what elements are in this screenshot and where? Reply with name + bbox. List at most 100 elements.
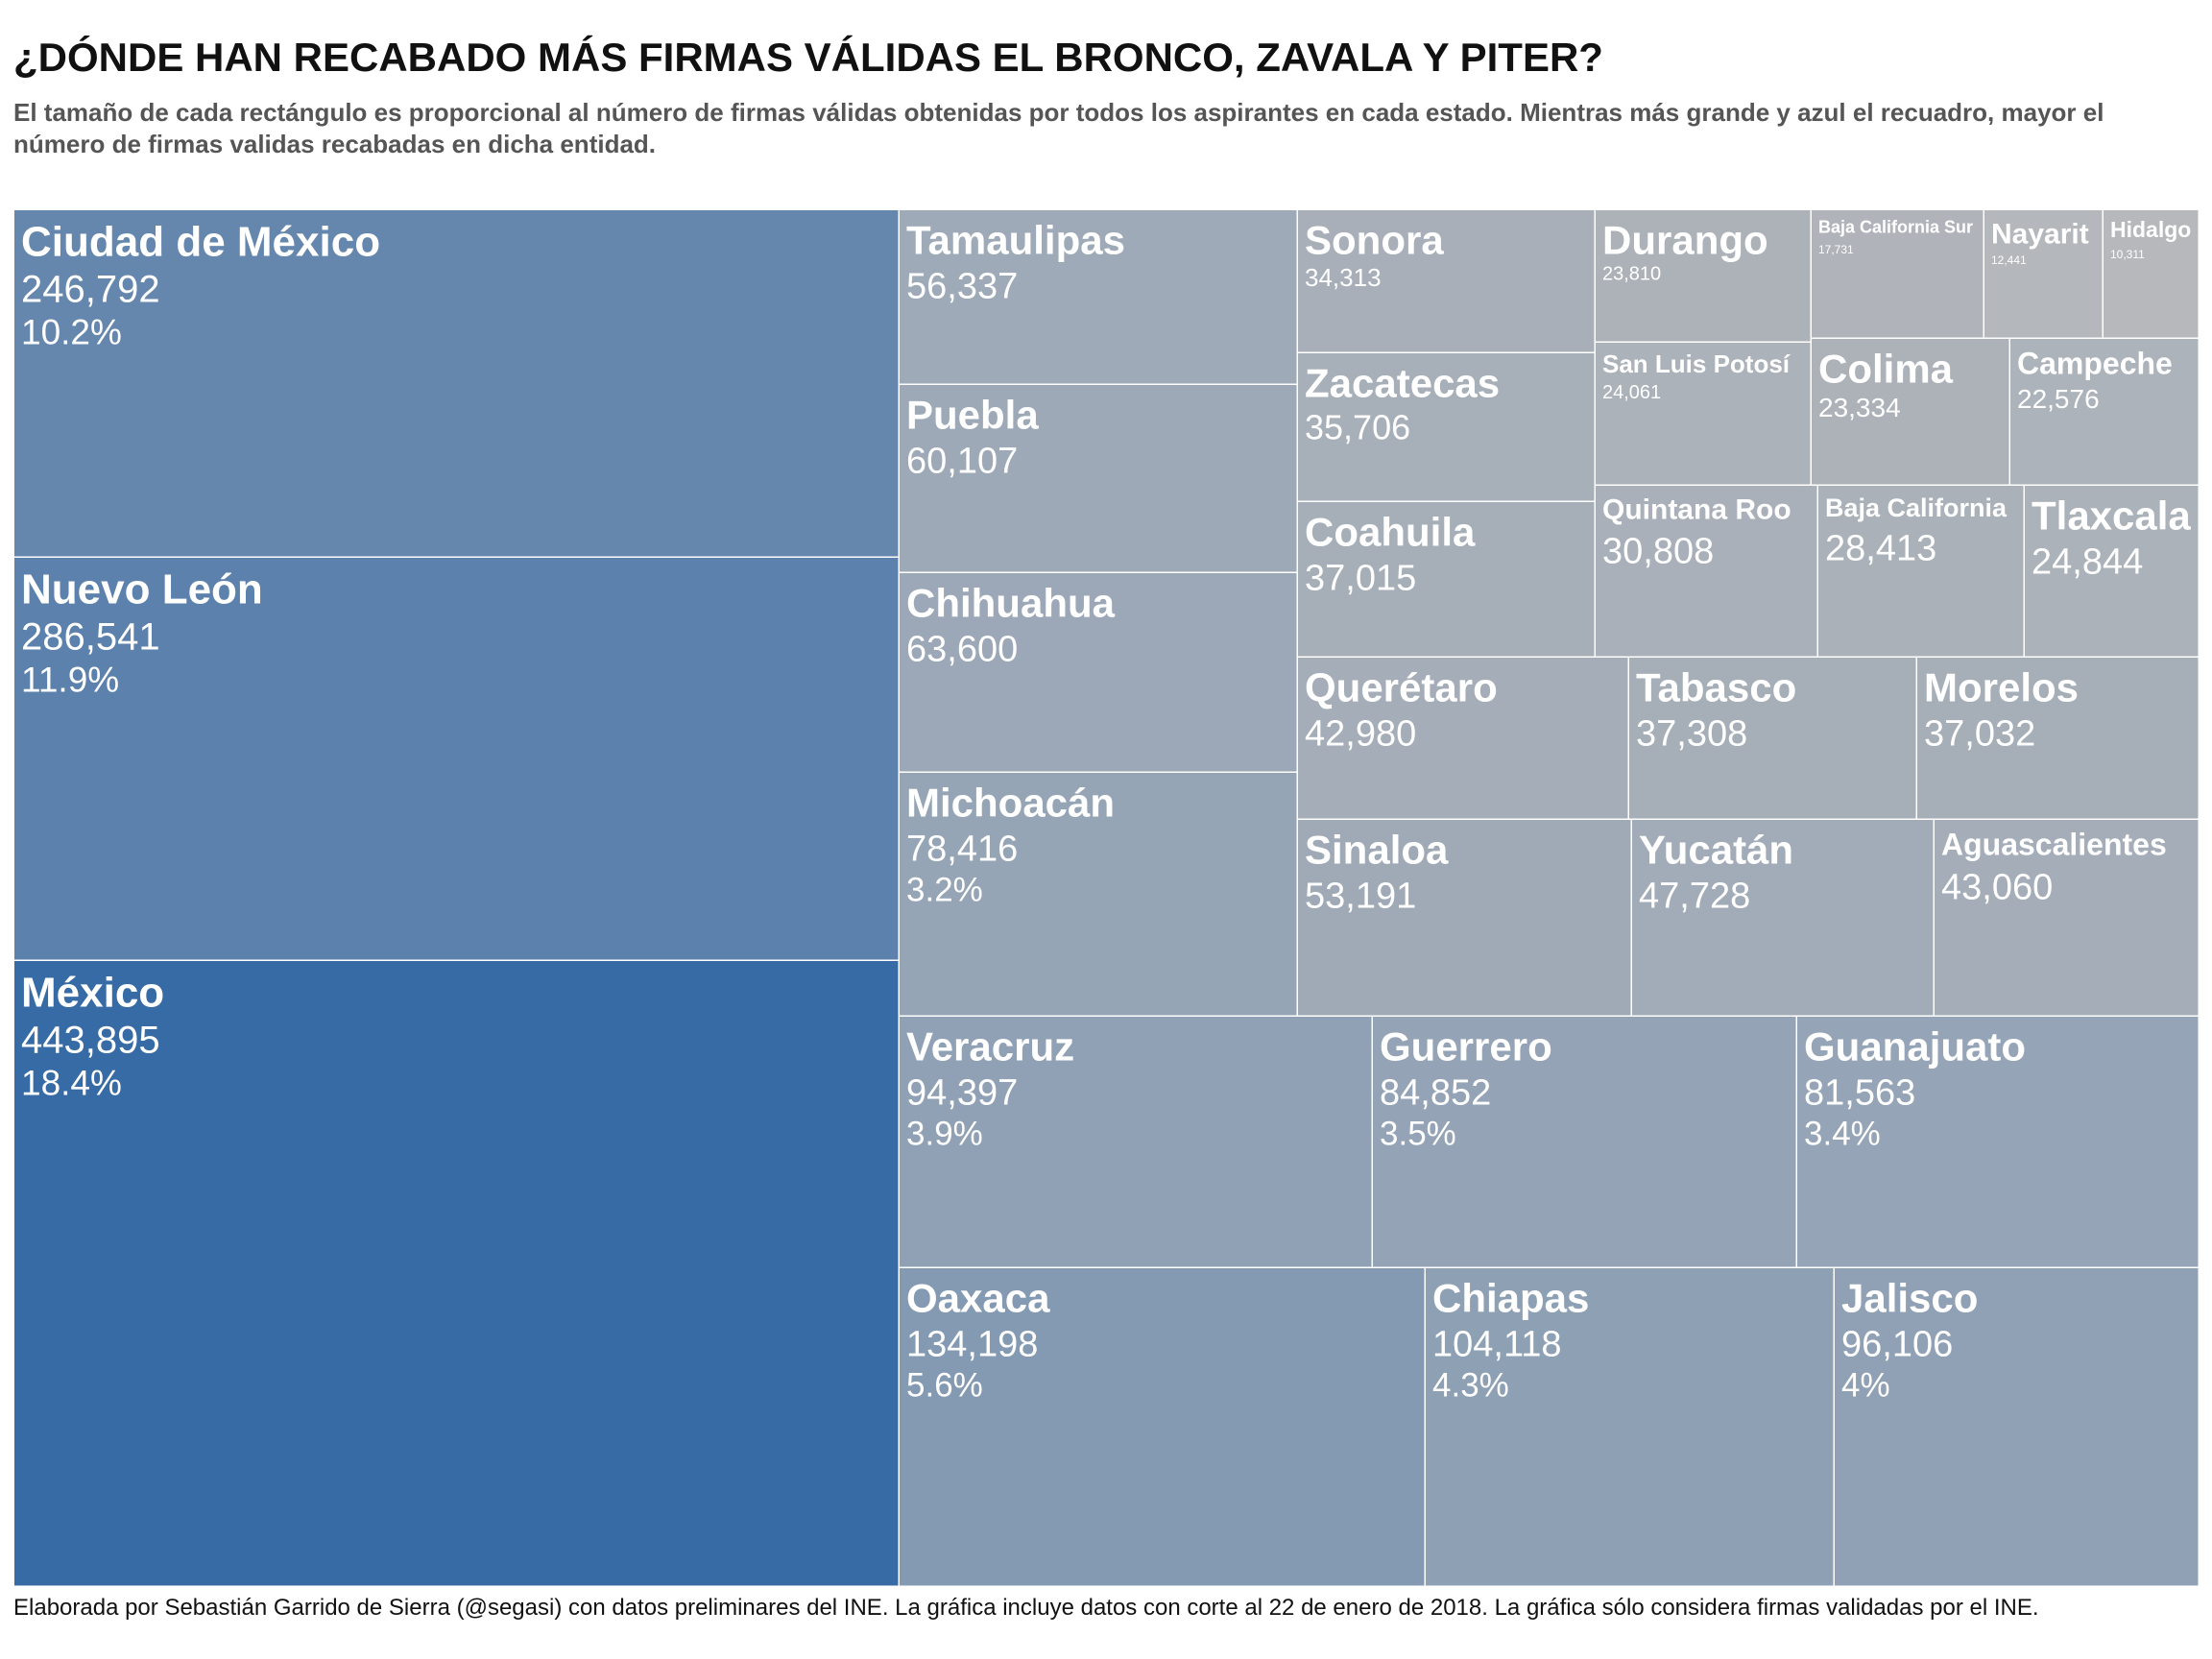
treemap-rect-nuevo-leon (12, 556, 900, 961)
treemap-rect-sonora (1296, 208, 1596, 353)
treemap-label-value: 23,810 (1602, 264, 1661, 285)
treemap-label-name: Morelos (1924, 665, 2079, 710)
treemap-label-name: Michoacán (906, 781, 1115, 826)
treemap-label-name: Tlaxcala (2032, 493, 2191, 539)
treemap-label-value: 246,792 (21, 268, 160, 310)
treemap-rect-zacatecas (1296, 351, 1596, 502)
treemap-label-name: Oaxaca (906, 1276, 1050, 1321)
treemap-rect-yucatan (1630, 818, 1935, 1017)
treemap-label-value: 104,118 (1432, 1325, 1562, 1365)
treemap-rect-jalisco (1833, 1266, 2200, 1587)
treemap-label-value: 28,413 (1825, 529, 1936, 569)
treemap-cell-aguascalientes: Aguascalientes 43,060 (1933, 818, 2200, 1017)
treemap-label-value: 22,576 (2017, 384, 2100, 414)
treemap-rect-colima (1810, 337, 2010, 486)
treemap-label-name: Sonora (1305, 218, 1444, 263)
treemap-cell-quintana-roo: Quintana Roo 30,808 (1594, 484, 1818, 658)
treemap-rect-oaxaca (898, 1266, 1426, 1587)
treemap-label-value: 23,334 (1818, 393, 1901, 422)
treemap-rect-hidalgo (2102, 208, 2200, 339)
treemap-rect-morelos (1915, 656, 2200, 820)
treemap-rect-guanajuato (1795, 1015, 2200, 1268)
treemap-label-name: Baja California Sur (1818, 218, 1973, 237)
treemap-rect-sinaloa (1296, 818, 1632, 1017)
treemap-rect-durango (1594, 208, 1812, 343)
treemap-label-value: 84,852 (1380, 1073, 1491, 1114)
treemap-label-value: 37,015 (1305, 559, 1416, 599)
treemap-label-pct: 3.5% (1380, 1115, 1456, 1152)
treemap-cell-san-luis-potosi: San Luis Potosí 24,061 (1594, 341, 1812, 486)
treemap-label-name: Guanajuato (1804, 1024, 2026, 1070)
treemap-label-name: Querétaro (1305, 665, 1498, 710)
treemap-cell-campeche: Campeche 22,576 (2008, 337, 2200, 486)
treemap-label-value: 47,728 (1639, 877, 1750, 917)
treemap-label-value: 63,600 (906, 630, 1018, 670)
treemap-label-value: 94,397 (906, 1073, 1018, 1114)
treemap-cell-baja-california-sur: Baja California Sur 17,731 (1810, 208, 1984, 339)
treemap-label-value: 34,313 (1305, 263, 1382, 292)
treemap-label-value: 12,441 (1991, 253, 2027, 267)
treemap-label-value: 81,563 (1804, 1073, 1915, 1114)
treemap-label-name: Yucatán (1639, 828, 1793, 873)
treemap-label-pct: 10.2% (21, 312, 122, 351)
treemap-label-name: San Luis Potosí (1602, 349, 1791, 378)
treemap-rect-guerrero (1371, 1015, 1797, 1268)
treemap-label-name: Colima (1818, 347, 1954, 392)
treemap-label-value: 78,416 (906, 830, 1018, 870)
treemap-label-name: Tamaulipas (906, 218, 1125, 263)
treemap-rect-tamaulipas (898, 208, 1298, 385)
treemap-label-name: Veracruz (906, 1024, 1074, 1070)
treemap-label-value: 286,541 (21, 615, 160, 658)
treemap-cell-nayarit: Nayarit 12,441 (1983, 208, 2104, 339)
treemap-label-name: Puebla (906, 393, 1039, 438)
treemap-label-name: Durango (1602, 218, 1768, 263)
treemap-label-pct: 3.2% (906, 871, 983, 908)
chart-caption: Elaborada por Sebastián Garrido de Sierr… (13, 1595, 2039, 1621)
treemap-rect-baja-california (1816, 484, 2025, 658)
treemap-label-name: Chiapas (1432, 1276, 1589, 1321)
treemap-label-name: Sinaloa (1305, 828, 1449, 873)
treemap-label-value: 134,198 (906, 1325, 1038, 1365)
treemap-rect-chiapas (1424, 1266, 1835, 1587)
treemap-rect-nayarit (1983, 208, 2104, 339)
treemap-label-pct: 5.6% (906, 1366, 983, 1404)
treemap-label-name: Tabasco (1636, 665, 1796, 710)
treemap-label-value: 443,895 (21, 1019, 160, 1061)
treemap-label-name: Ciudad de México (21, 218, 380, 265)
treemap-rect-tlaxcala (2023, 484, 2200, 658)
treemap-label-value: 42,980 (1305, 714, 1416, 755)
treemap-label-value: 17,731 (1818, 243, 1854, 256)
treemap-label-name: Baja California (1825, 493, 2008, 522)
treemap-label-pct: 18.4% (21, 1063, 122, 1102)
treemap-label-value: 24,061 (1602, 382, 1661, 403)
treemap-rect-campeche (2008, 337, 2200, 486)
treemap-label-name: Nuevo León (21, 565, 263, 613)
treemap-label-name: Nayarit (1991, 219, 2089, 251)
treemap-label-name: Campeche (2017, 346, 2173, 380)
treemap-rect-ciudad-de-mexico (12, 208, 900, 558)
treemap-label-name: México (21, 969, 164, 1016)
treemap-rect-aguascalientes (1933, 818, 2200, 1017)
treemap-rect-quintana-roo (1594, 484, 1818, 658)
chart-subtitle: El tamaño de cada rectángulo es proporci… (13, 98, 2104, 158)
treemap-label-value: 53,191 (1305, 877, 1416, 917)
treemap-label-value: 37,032 (1924, 714, 2035, 755)
treemap-label-value: 35,706 (1305, 407, 1410, 446)
